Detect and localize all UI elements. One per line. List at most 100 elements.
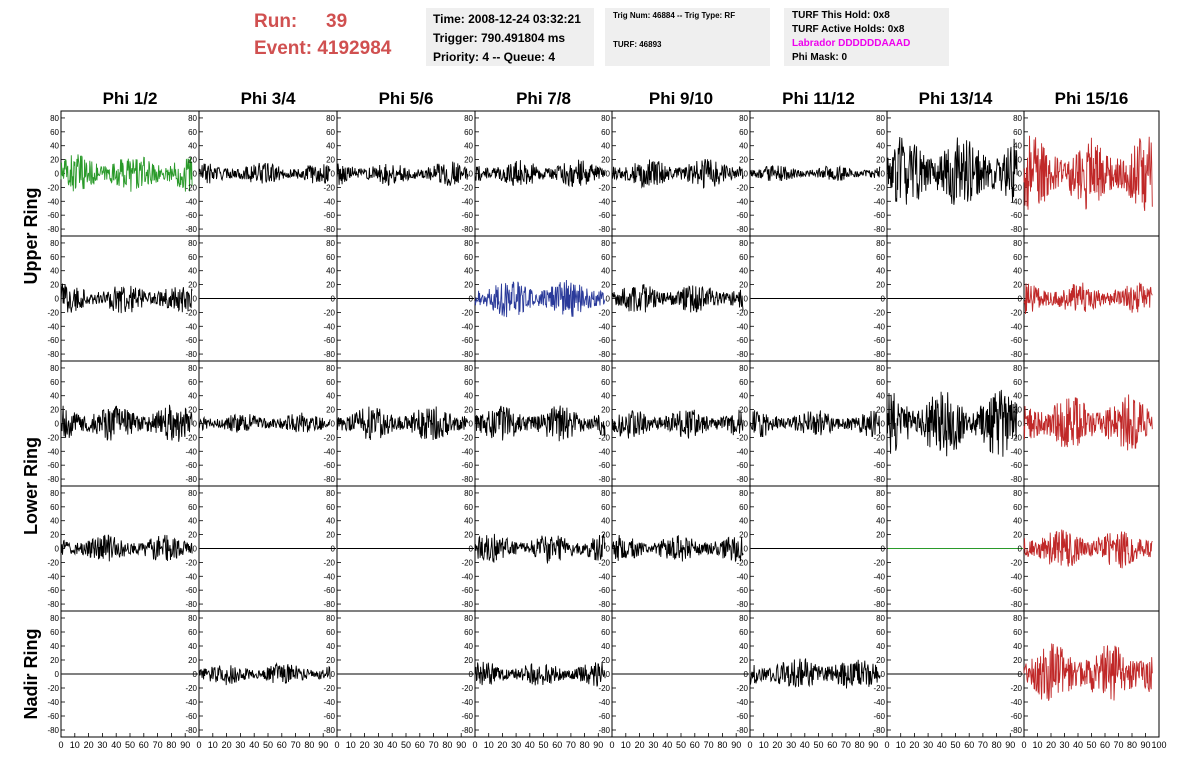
y-tick-label: -20 bbox=[323, 308, 335, 317]
x-tick-label: 100 bbox=[1151, 740, 1166, 750]
y-tick-label: 40 bbox=[464, 267, 473, 276]
y-tick-label: 0 bbox=[55, 420, 60, 429]
y-tick-label: -20 bbox=[598, 183, 610, 192]
y-tick-label: 20 bbox=[464, 656, 473, 665]
x-tick-label: 70 bbox=[291, 740, 301, 750]
y-tick-label: -20 bbox=[598, 308, 610, 317]
y-tick-label: 40 bbox=[464, 142, 473, 151]
y-tick-label: -60 bbox=[736, 461, 748, 470]
y-tick-label: 40 bbox=[326, 392, 335, 401]
y-tick-label: -60 bbox=[598, 461, 610, 470]
column-header-phi-8: Phi 15/16 bbox=[1055, 89, 1129, 108]
y-tick-label: -40 bbox=[598, 322, 610, 331]
y-tick-label: 40 bbox=[326, 267, 335, 276]
event-row: Event: 4192984 bbox=[254, 35, 391, 62]
y-tick-label: -60 bbox=[323, 586, 335, 595]
y-tick-label: 40 bbox=[739, 142, 748, 151]
time-info-box: Time: 2008-12-24 03:32:21 Trigger: 790.4… bbox=[426, 8, 594, 66]
y-tick-label: -20 bbox=[736, 558, 748, 567]
x-tick-label: 30 bbox=[1059, 740, 1069, 750]
y-tick-label: 0 bbox=[55, 670, 60, 679]
y-tick-label: 60 bbox=[601, 128, 610, 137]
phi-mask-line: Phi Mask: 0 bbox=[792, 52, 848, 63]
x-tick-label: 10 bbox=[70, 740, 80, 750]
y-tick-label: 60 bbox=[464, 378, 473, 387]
x-tick-label: 20 bbox=[497, 740, 507, 750]
y-tick-label: -40 bbox=[736, 447, 748, 456]
y-tick-label: 0 bbox=[55, 295, 60, 304]
x-tick-label: 90 bbox=[1005, 740, 1015, 750]
y-tick-label: 60 bbox=[739, 503, 748, 512]
x-tick-label: 0 bbox=[609, 740, 614, 750]
x-tick-label: 60 bbox=[964, 740, 974, 750]
y-tick-label: -20 bbox=[1010, 308, 1022, 317]
y-tick-label: 40 bbox=[876, 642, 885, 651]
y-tick-label: 80 bbox=[876, 364, 885, 373]
y-tick-label: 60 bbox=[188, 628, 197, 637]
y-tick-label: -40 bbox=[323, 698, 335, 707]
y-tick-label: -20 bbox=[736, 684, 748, 693]
run-value: 39 bbox=[326, 11, 348, 32]
y-tick-label: -80 bbox=[323, 225, 335, 234]
y-tick-label: 60 bbox=[739, 378, 748, 387]
y-tick-label: 0 bbox=[193, 170, 198, 179]
y-tick-label: 80 bbox=[739, 489, 748, 498]
x-tick-label: 40 bbox=[1073, 740, 1083, 750]
y-tick-label: 60 bbox=[739, 628, 748, 637]
y-tick-label: -20 bbox=[461, 433, 473, 442]
y-tick-label: -20 bbox=[47, 558, 59, 567]
y-tick-label: 80 bbox=[464, 239, 473, 248]
x-tick-label: 20 bbox=[909, 740, 919, 750]
y-tick-label: 20 bbox=[188, 156, 197, 165]
y-tick-label: -60 bbox=[873, 461, 885, 470]
y-tick-label: 40 bbox=[876, 142, 885, 151]
y-tick-label: -20 bbox=[598, 684, 610, 693]
y-tick-label: 40 bbox=[601, 267, 610, 276]
y-tick-label: 40 bbox=[739, 267, 748, 276]
x-tick-label: 0 bbox=[747, 740, 752, 750]
waveform-trace bbox=[474, 159, 606, 188]
y-tick-label: -80 bbox=[185, 726, 197, 735]
y-tick-label: 20 bbox=[464, 156, 473, 165]
y-tick-label: 60 bbox=[876, 503, 885, 512]
y-tick-label: 20 bbox=[464, 281, 473, 290]
y-tick-label: -60 bbox=[185, 461, 197, 470]
y-tick-label: 20 bbox=[188, 281, 197, 290]
y-tick-label: -80 bbox=[598, 726, 610, 735]
y-tick-label: 40 bbox=[464, 517, 473, 526]
y-tick-label: 0 bbox=[331, 670, 336, 679]
x-tick-label: 0 bbox=[196, 740, 201, 750]
y-tick-label: -60 bbox=[185, 712, 197, 721]
y-tick-label: 80 bbox=[188, 239, 197, 248]
y-tick-label: 0 bbox=[881, 295, 886, 304]
y-tick-label: -40 bbox=[461, 572, 473, 581]
y-tick-label: 40 bbox=[188, 392, 197, 401]
y-tick-label: 20 bbox=[1013, 281, 1022, 290]
y-tick-label: -60 bbox=[47, 712, 59, 721]
waveform-trace bbox=[749, 658, 881, 689]
y-tick-label: -40 bbox=[873, 197, 885, 206]
y-tick-label: 80 bbox=[739, 364, 748, 373]
y-tick-label: 0 bbox=[331, 170, 336, 179]
y-tick-label: 60 bbox=[188, 128, 197, 137]
y-tick-label: 80 bbox=[188, 114, 197, 123]
x-tick-label: 0 bbox=[472, 740, 477, 750]
y-tick-label: -20 bbox=[873, 684, 885, 693]
column-header-phi-1: Phi 1/2 bbox=[103, 89, 158, 108]
y-tick-label: -60 bbox=[185, 211, 197, 220]
y-tick-label: 60 bbox=[1013, 253, 1022, 262]
x-tick-label: 20 bbox=[635, 740, 645, 750]
y-tick-label: 60 bbox=[464, 628, 473, 637]
x-tick-label: 40 bbox=[111, 740, 121, 750]
y-tick-label: 40 bbox=[50, 392, 59, 401]
y-tick-label: -40 bbox=[323, 322, 335, 331]
hold-line: TURF This Hold: 0x8 bbox=[792, 10, 890, 21]
y-tick-label: 20 bbox=[601, 281, 610, 290]
x-tick-label: 80 bbox=[580, 740, 590, 750]
column-header-phi-2: Phi 3/4 bbox=[241, 89, 296, 108]
labrador-line: Labrador DDDDDDAAAD bbox=[792, 38, 911, 49]
x-tick-label: 80 bbox=[992, 740, 1002, 750]
waveform-trace bbox=[474, 661, 606, 687]
y-tick-label: -20 bbox=[323, 433, 335, 442]
x-tick-label: 60 bbox=[1100, 740, 1110, 750]
